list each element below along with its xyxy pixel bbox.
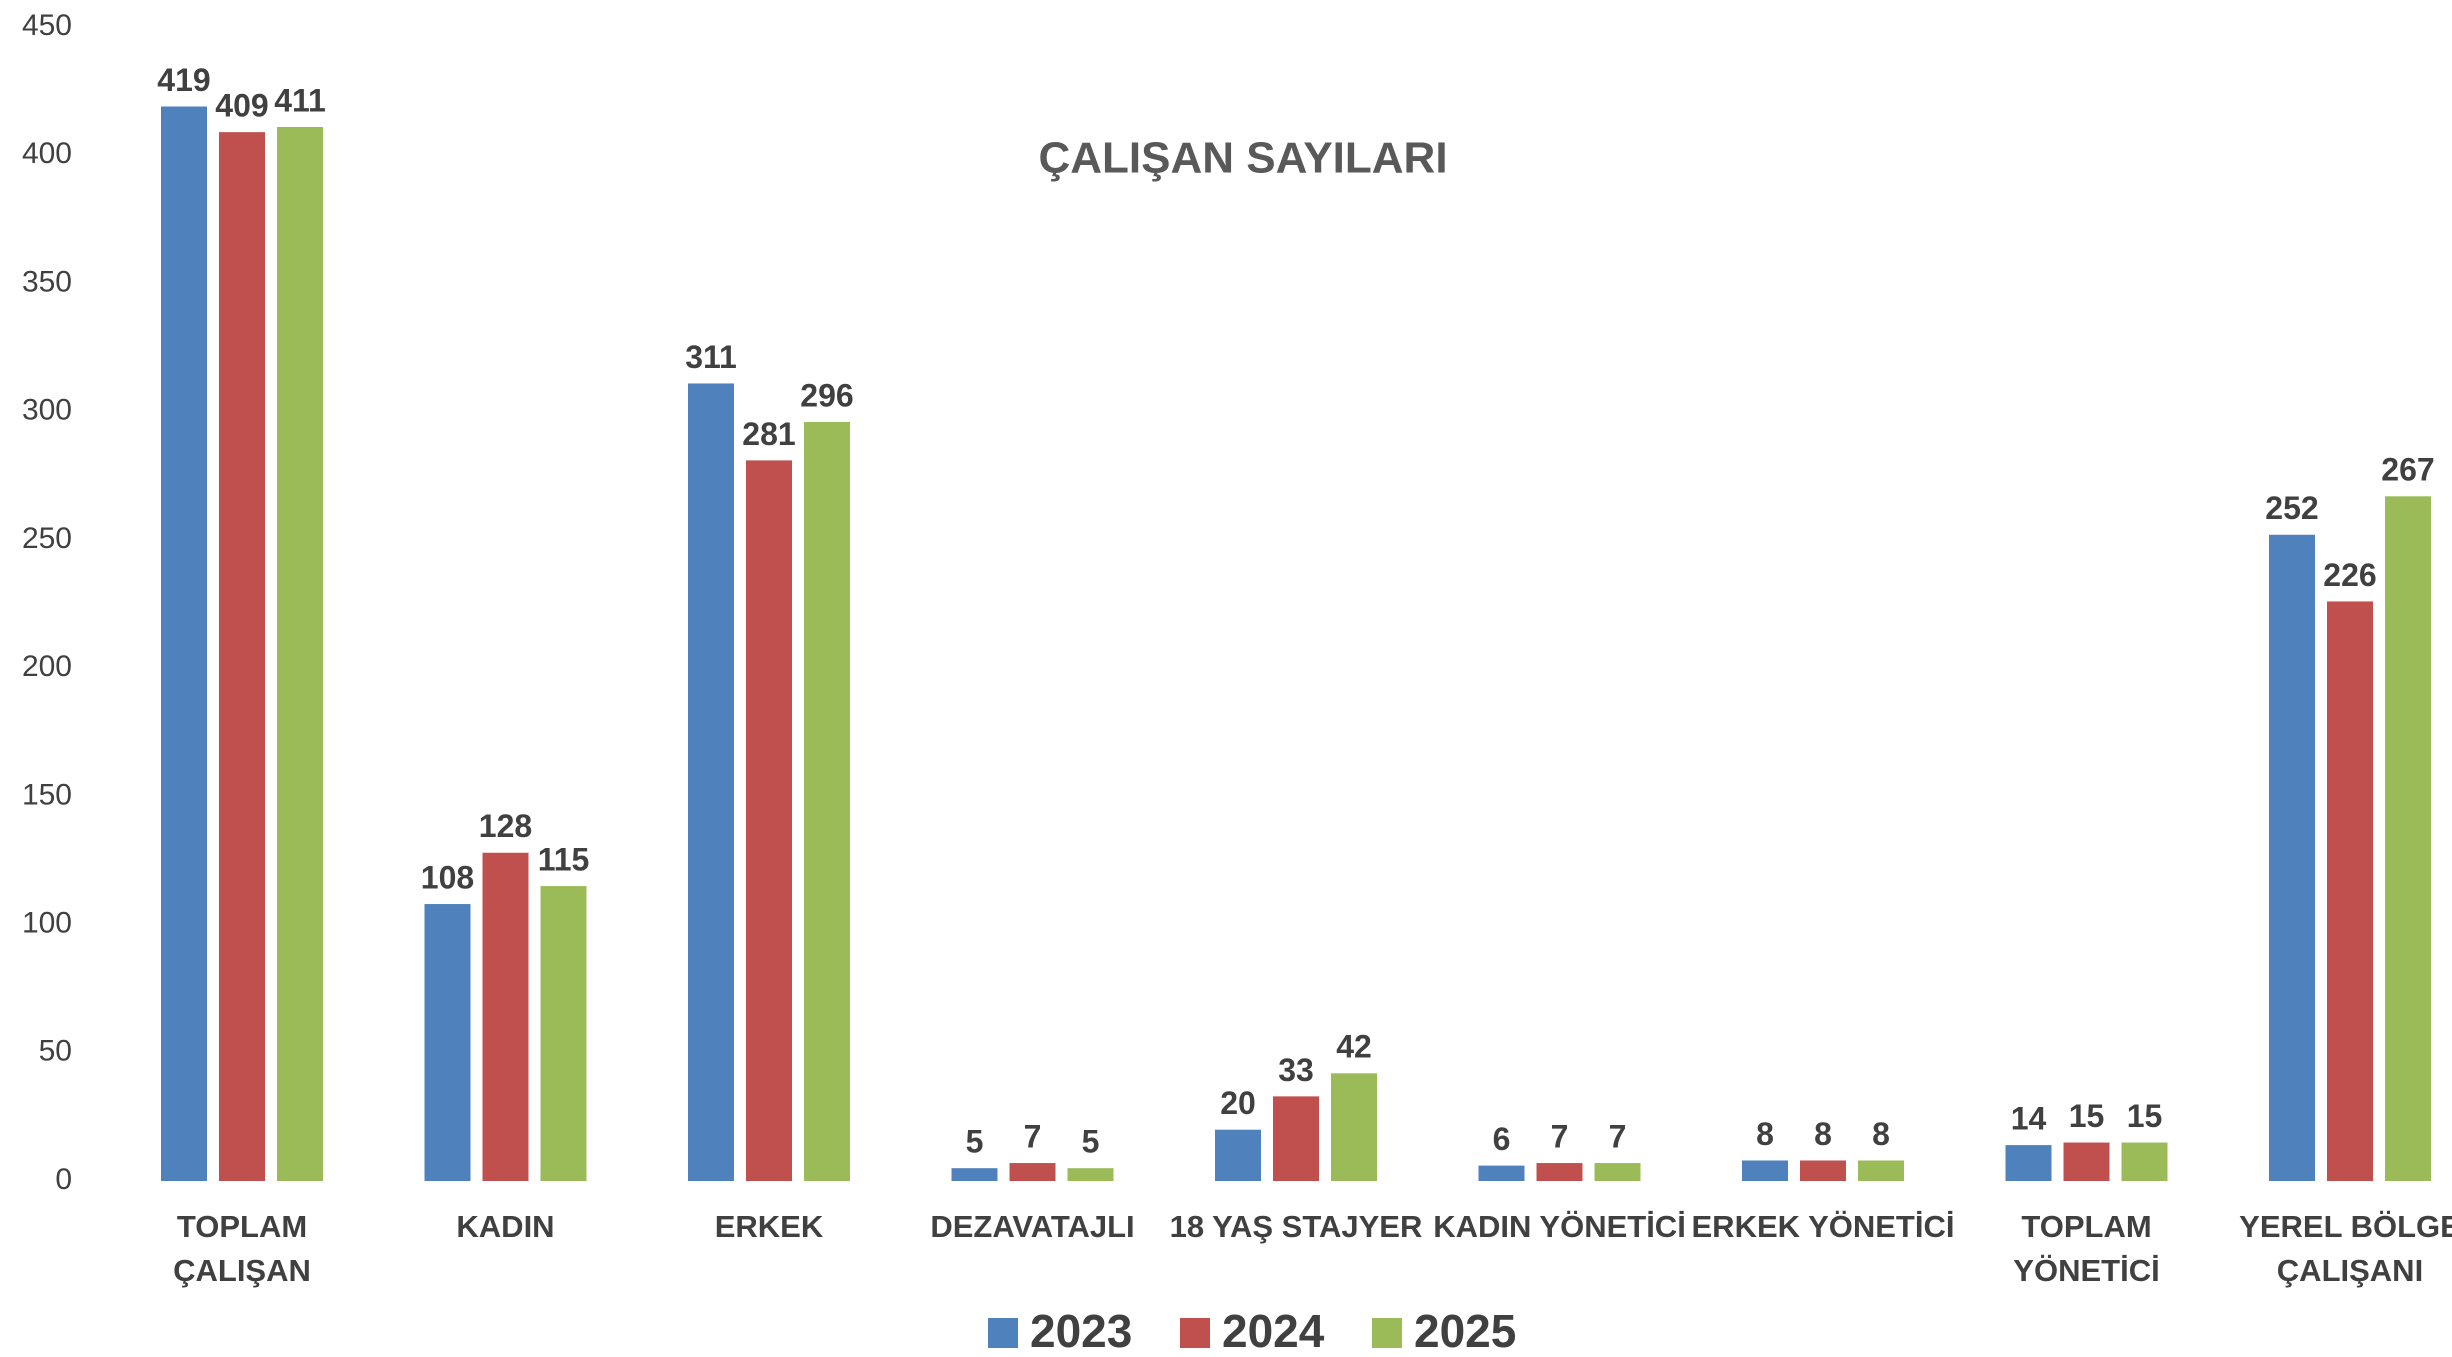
bar	[540, 886, 587, 1181]
bar	[2327, 601, 2373, 1181]
x-tick-label: TOPLAM	[2021, 1209, 2151, 1244]
data-label: 14	[2011, 1101, 2047, 1137]
data-label: 42	[1336, 1029, 1372, 1065]
bar	[2385, 496, 2431, 1181]
bar	[424, 904, 471, 1181]
bar	[1742, 1160, 1788, 1181]
legend-swatch	[1372, 1318, 1402, 1348]
data-label: 5	[966, 1124, 984, 1160]
data-label: 311	[685, 339, 737, 375]
chart-title: ÇALIŞAN SAYILARI	[1038, 134, 1447, 183]
data-label: 15	[2069, 1098, 2105, 1134]
bar	[1331, 1073, 1377, 1181]
y-tick-label: 200	[22, 650, 72, 683]
data-label: 5	[1082, 1124, 1100, 1160]
bar	[1858, 1160, 1904, 1181]
x-tick-label: ÇALIŞAN	[173, 1253, 311, 1288]
y-tick-label: 450	[22, 9, 72, 42]
bar	[1800, 1160, 1846, 1181]
data-label: 7	[1551, 1119, 1569, 1155]
x-tick-label: TOPLAM	[177, 1209, 307, 1244]
data-label: 281	[742, 416, 795, 452]
bar	[1594, 1163, 1641, 1181]
bar	[161, 106, 207, 1181]
bar	[2063, 1142, 2110, 1181]
bar	[2269, 534, 2315, 1181]
data-label: 411	[274, 82, 326, 118]
bar	[277, 127, 323, 1182]
data-label: 33	[1278, 1052, 1314, 1088]
y-tick-label: 300	[22, 394, 72, 427]
x-tick-label: YEREL BÖLGE	[2239, 1209, 2452, 1244]
x-tick-label: KADIN YÖNETİCİ	[1433, 1209, 1686, 1244]
legend-swatch	[1180, 1318, 1210, 1348]
y-tick-label: 150	[22, 778, 72, 811]
data-label: 115	[538, 842, 590, 878]
data-label: 296	[800, 377, 853, 413]
y-tick-label: 250	[22, 522, 72, 555]
data-label: 252	[2265, 490, 2318, 526]
data-label: 7	[1024, 1119, 1042, 1155]
data-label: 8	[1814, 1116, 1832, 1152]
bar	[746, 460, 792, 1181]
x-tick-label: ERKEK YÖNETİCİ	[1692, 1209, 1955, 1244]
x-tick-label: KADIN	[456, 1209, 554, 1244]
bar	[1067, 1168, 1114, 1181]
bar	[2005, 1145, 2052, 1181]
bar	[688, 383, 734, 1181]
y-tick-label: 100	[22, 906, 72, 939]
y-tick-label: 50	[39, 1035, 72, 1068]
bar	[1009, 1163, 1056, 1181]
legend-label: 2023	[1030, 1305, 1132, 1357]
data-label: 8	[1872, 1116, 1890, 1152]
legend-swatch	[988, 1318, 1018, 1348]
x-tick-label: ERKEK	[715, 1209, 824, 1244]
y-tick-label: 0	[55, 1163, 72, 1196]
x-tick-label: DEZAVATAJLI	[930, 1209, 1134, 1244]
bar	[2121, 1142, 2168, 1181]
data-label: 6	[1493, 1121, 1511, 1157]
y-tick-label: 350	[22, 265, 72, 298]
bar	[951, 1168, 998, 1181]
data-label: 419	[157, 62, 210, 98]
bar	[1215, 1129, 1261, 1181]
data-label: 108	[421, 859, 474, 895]
data-label: 8	[1756, 1116, 1774, 1152]
data-label: 7	[1609, 1119, 1627, 1155]
bar	[804, 421, 850, 1181]
x-tick-label: ÇALIŞANI	[2277, 1253, 2423, 1288]
y-tick-label: 400	[22, 137, 72, 170]
data-label: 20	[1220, 1085, 1256, 1121]
bar	[1536, 1163, 1583, 1181]
x-tick-label: YÖNETİCİ	[2013, 1253, 2159, 1288]
data-label: 226	[2323, 557, 2376, 593]
data-label: 15	[2127, 1098, 2163, 1134]
data-label: 267	[2381, 452, 2434, 488]
bar	[482, 852, 529, 1181]
bar	[1273, 1096, 1319, 1181]
data-label: 409	[215, 88, 268, 124]
data-label: 128	[479, 808, 532, 844]
bar	[219, 132, 265, 1182]
legend-label: 2025	[1414, 1305, 1516, 1357]
legend-label: 2024	[1222, 1305, 1325, 1357]
bar	[1478, 1165, 1525, 1181]
x-tick-label: 18 YAŞ STAJYER	[1170, 1209, 1423, 1244]
